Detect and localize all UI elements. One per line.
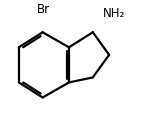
Text: NH₂: NH₂	[103, 7, 125, 20]
Text: Br: Br	[37, 3, 50, 16]
